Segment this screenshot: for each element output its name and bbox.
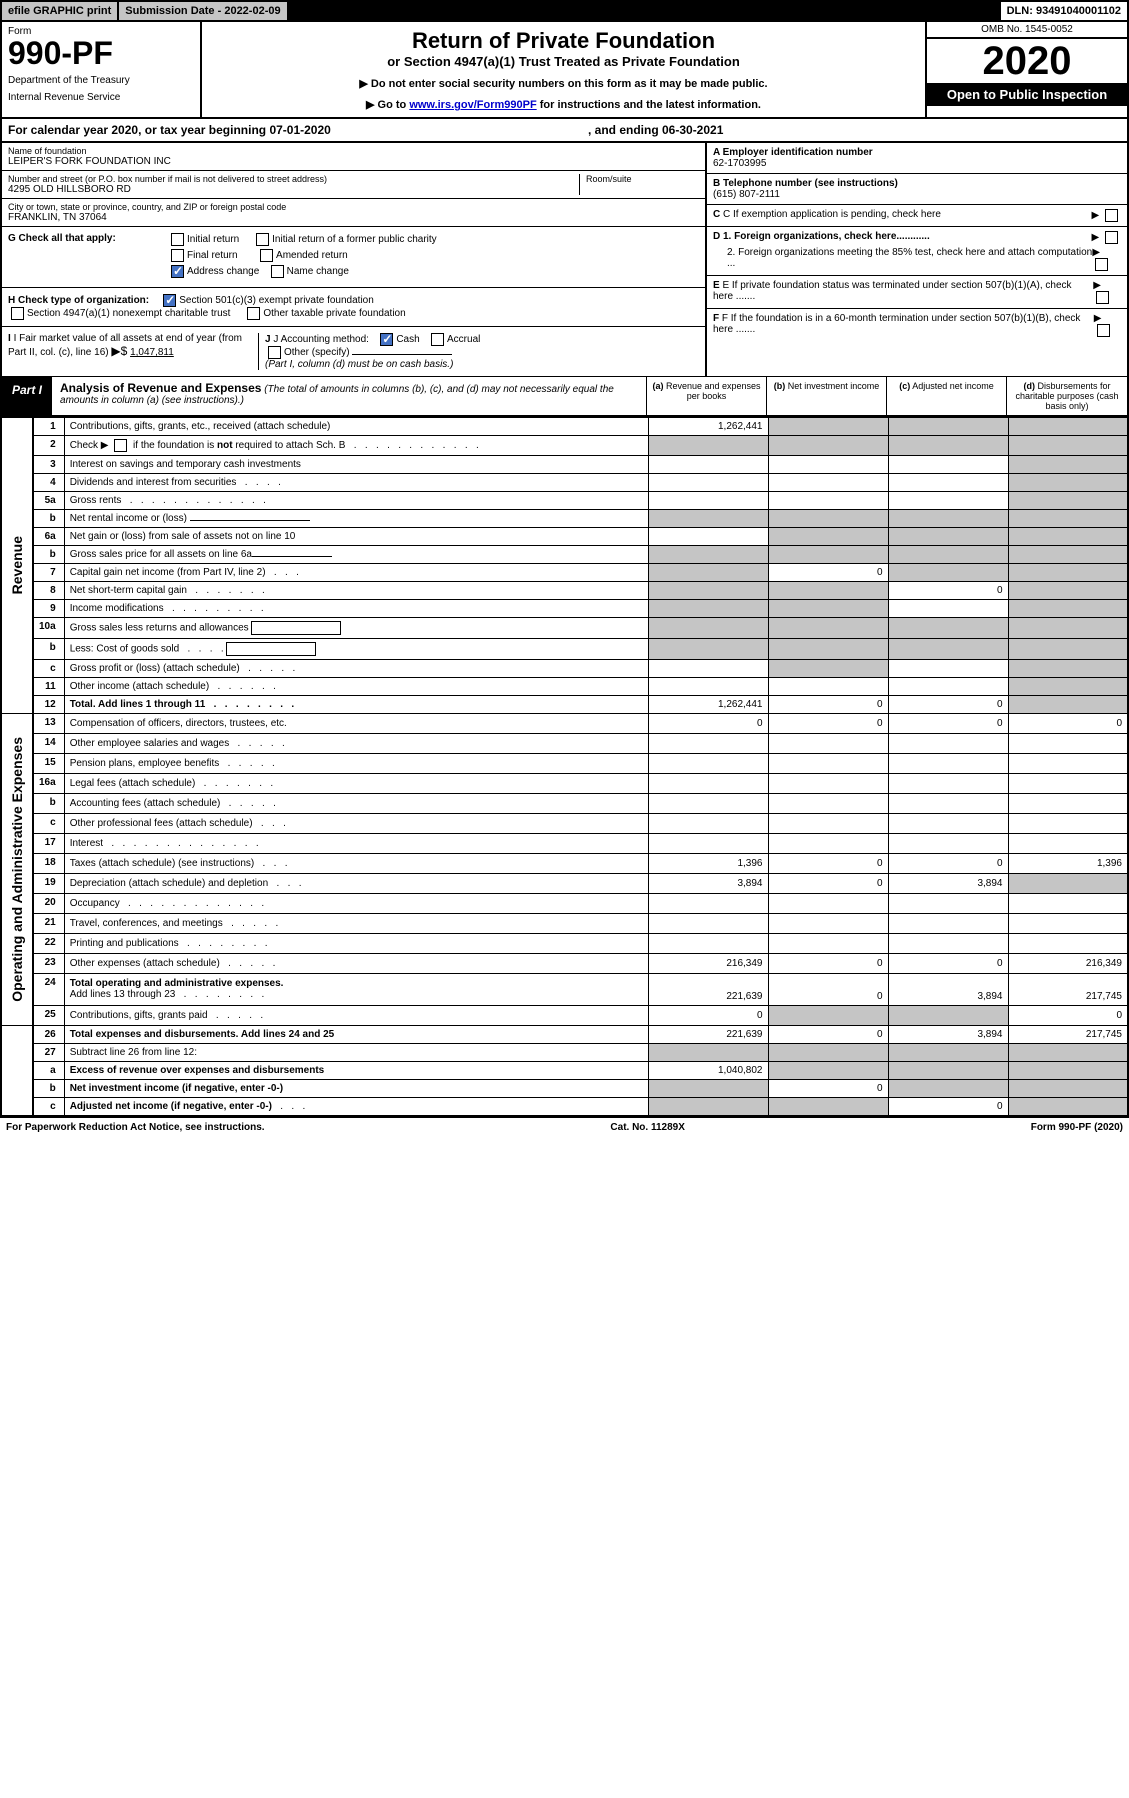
g-label: G Check all that apply: [8, 233, 168, 281]
f-checkbox[interactable] [1097, 324, 1110, 337]
table-row: 19Depreciation (attach schedule) and dep… [1, 873, 1128, 893]
table-row: cAdjusted net income (if negative, enter… [1, 1097, 1128, 1116]
table-row: 24Total operating and administrative exp… [1, 973, 1128, 1005]
table-row: 9Income modifications . . . . . . . . . [1, 600, 1128, 618]
table-row: 3Interest on savings and temporary cash … [1, 456, 1128, 474]
table-row: 27Subtract line 26 from line 12: [1, 1043, 1128, 1061]
omb-number: OMB No. 1545-0052 [927, 22, 1127, 39]
dept-treasury: Department of the Treasury [8, 75, 194, 86]
form-number: 990-PF [8, 37, 194, 69]
table-row: 10aGross sales less returns and allowanc… [1, 618, 1128, 639]
info-section: Name of foundation LEIPER'S FORK FOUNDAT… [0, 143, 1129, 377]
instruction-2: ▶ Go to www.irs.gov/Form990PF for instru… [208, 98, 919, 111]
top-bar: efile GRAPHIC print Submission Date - 20… [0, 0, 1129, 22]
table-row: 2Check ▶ if the foundation is not requir… [1, 436, 1128, 456]
table-row: bNet investment income (if negative, ent… [1, 1079, 1128, 1097]
table-row: Revenue 1Contributions, gifts, grants, e… [1, 418, 1128, 436]
table-row: 23Other expenses (attach schedule) . . .… [1, 953, 1128, 973]
instruction-1: ▶ Do not enter social security numbers o… [208, 77, 919, 90]
address-change-checkbox[interactable] [171, 265, 184, 278]
table-row: 11Other income (attach schedule) . . . .… [1, 678, 1128, 696]
table-row: bNet rental income or (loss) [1, 510, 1128, 528]
table-row: 17Interest . . . . . . . . . . . . . . [1, 833, 1128, 853]
d2-checkbox[interactable] [1095, 258, 1108, 271]
table-row: 7Capital gain net income (from Part IV, … [1, 564, 1128, 582]
table-row: 4Dividends and interest from securities … [1, 474, 1128, 492]
table-row: Operating and Administrative Expenses 13… [1, 714, 1128, 734]
table-row: bGross sales price for all assets on lin… [1, 546, 1128, 564]
table-row: 26Total expenses and disbursements. Add … [1, 1025, 1128, 1043]
efile-label[interactable]: efile GRAPHIC print [2, 2, 119, 20]
c-checkbox[interactable] [1105, 209, 1118, 222]
table-row: 15Pension plans, employee benefits . . .… [1, 753, 1128, 773]
form-title: Return of Private Foundation [208, 28, 919, 54]
table-row: 12Total. Add lines 1 through 11 . . . . … [1, 696, 1128, 714]
open-inspection: Open to Public Inspection [927, 83, 1127, 106]
f-termination: F F If the foundation is in a 60-month t… [707, 309, 1127, 341]
d1-checkbox[interactable] [1105, 231, 1118, 244]
initial-return-checkbox[interactable] [171, 233, 184, 246]
footer: For Paperwork Reduction Act Notice, see … [0, 1117, 1129, 1137]
final-return-checkbox[interactable] [171, 249, 184, 262]
footer-right: Form 990-PF (2020) [1031, 1122, 1123, 1133]
accrual-checkbox[interactable] [431, 333, 444, 346]
cash-checkbox[interactable] [380, 333, 393, 346]
j-accounting: J J Accounting method: Cash Accrual Othe… [258, 333, 699, 370]
irs-label: Internal Revenue Service [8, 92, 194, 103]
h-label: H Check type of organization: [8, 295, 149, 306]
footer-left: For Paperwork Reduction Act Notice, see … [6, 1122, 265, 1133]
other-taxable-checkbox[interactable] [247, 307, 260, 320]
foundation-name-box: Name of foundation LEIPER'S FORK FOUNDAT… [2, 143, 705, 171]
e-checkbox[interactable] [1096, 291, 1109, 304]
table-row: bLess: Cost of goods sold . . . . [1, 639, 1128, 660]
ein-box: A Employer identification number 62-1703… [707, 143, 1127, 174]
table-row: 22Printing and publications . . . . . . … [1, 933, 1128, 953]
city-box: City or town, state or province, country… [2, 199, 705, 227]
table-row: bAccounting fees (attach schedule) . . .… [1, 793, 1128, 813]
irs-link[interactable]: www.irs.gov/Form990PF [409, 99, 536, 111]
submission-label: Submission Date - 2022-02-09 [119, 2, 288, 20]
table-row: 5aGross rents . . . . . . . . . . . . . [1, 492, 1128, 510]
dln: DLN: 93491040001102 [1001, 2, 1127, 20]
form-header: Form 990-PF Department of the Treasury I… [0, 22, 1129, 119]
i-fmv: I I Fair market value of all assets at e… [8, 333, 258, 370]
table-row: 18Taxes (attach schedule) (see instructi… [1, 853, 1128, 873]
calendar-year-row: For calendar year 2020, or tax year begi… [0, 119, 1129, 143]
schb-checkbox[interactable] [114, 439, 127, 452]
e-terminated: E E If private foundation status was ter… [707, 276, 1127, 309]
table-row: 20Occupancy . . . . . . . . . . . . . [1, 893, 1128, 913]
table-row: aExcess of revenue over expenses and dis… [1, 1061, 1128, 1079]
table-row: cGross profit or (loss) (attach schedule… [1, 660, 1128, 678]
part1-table: Revenue 1Contributions, gifts, grants, e… [0, 417, 1129, 1117]
expenses-label: Operating and Administrative Expenses [7, 717, 27, 1022]
table-row: 8Net short-term capital gain . . . . . .… [1, 582, 1128, 600]
spacer [289, 2, 1001, 20]
501c3-checkbox[interactable] [163, 294, 176, 307]
footer-mid: Cat. No. 11289X [610, 1122, 684, 1133]
amended-return-checkbox[interactable] [260, 249, 273, 262]
address-box: Number and street (or P.O. box number if… [8, 174, 579, 195]
room-suite: Room/suite [579, 174, 699, 195]
table-row: 16aLegal fees (attach schedule) . . . . … [1, 773, 1128, 793]
table-row: 25Contributions, gifts, grants paid . . … [1, 1005, 1128, 1025]
4947-checkbox[interactable] [11, 307, 24, 320]
table-row: 14Other employee salaries and wages . . … [1, 733, 1128, 753]
phone-box: B Telephone number (see instructions) (6… [707, 174, 1127, 205]
table-row: cOther professional fees (attach schedul… [1, 813, 1128, 833]
other-method-checkbox[interactable] [268, 346, 281, 359]
revenue-label: Revenue [7, 516, 27, 614]
table-row: 21Travel, conferences, and meetings . . … [1, 913, 1128, 933]
table-row: 6aNet gain or (loss) from sale of assets… [1, 528, 1128, 546]
tax-year: 2020 [927, 39, 1127, 83]
part1-header: Part I Analysis of Revenue and Expenses … [0, 377, 1129, 417]
initial-former-checkbox[interactable] [256, 233, 269, 246]
d-foreign: D 1. Foreign organizations, check here..… [707, 227, 1127, 276]
name-change-checkbox[interactable] [271, 265, 284, 278]
c-pending: C C If exemption application is pending,… [707, 205, 1127, 227]
form-subtitle: or Section 4947(a)(1) Trust Treated as P… [208, 54, 919, 69]
